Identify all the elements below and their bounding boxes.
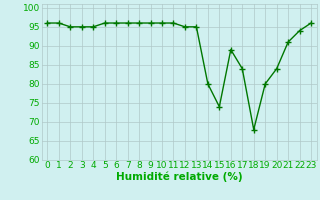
X-axis label: Humidité relative (%): Humidité relative (%) (116, 172, 243, 182)
